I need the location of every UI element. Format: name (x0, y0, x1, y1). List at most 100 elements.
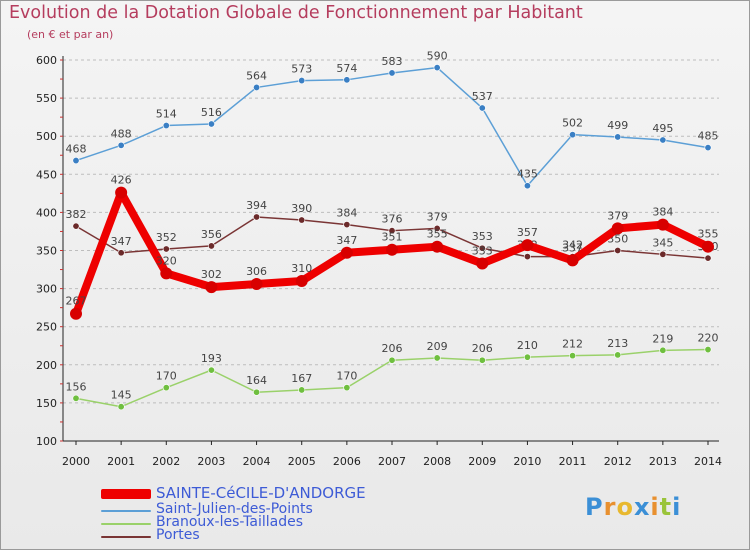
data-label: 390 (291, 202, 312, 215)
chart-title: Evolution de la Dotation Globale de Fonc… (9, 3, 583, 23)
data-point (207, 366, 215, 374)
data-point (433, 354, 441, 362)
x-tick-label: 2014 (694, 455, 722, 468)
y-tick-label: 400 (36, 206, 57, 219)
data-label: 206 (382, 342, 403, 355)
logo-letter: x (633, 493, 651, 521)
data-label: 212 (562, 338, 583, 351)
data-label: 170 (156, 370, 177, 383)
data-point (569, 131, 577, 139)
data-point (656, 218, 669, 231)
y-tick-label: 300 (36, 283, 57, 296)
data-point (614, 247, 622, 255)
legend-swatch (101, 536, 151, 538)
logo-letter: t (659, 493, 673, 521)
data-label: 426 (111, 174, 132, 187)
data-label: 145 (111, 389, 132, 402)
data-point (523, 353, 531, 361)
data-label: 333 (472, 244, 493, 257)
data-label: 502 (562, 117, 583, 130)
data-point (704, 254, 712, 262)
logo-letter: i (650, 493, 660, 521)
x-tick-label: 2008 (423, 455, 451, 468)
data-label: 488 (111, 127, 132, 140)
data-point (476, 257, 489, 270)
data-point (298, 216, 306, 224)
data-point (162, 122, 170, 130)
data-label: 320 (156, 254, 177, 267)
x-tick-label: 2009 (468, 455, 496, 468)
data-point (431, 240, 444, 253)
data-point (207, 120, 215, 128)
legend-swatch (101, 523, 151, 525)
data-label: 353 (472, 230, 493, 243)
data-label: 219 (652, 332, 673, 345)
data-label: 514 (156, 108, 177, 121)
y-tick-label: 100 (36, 435, 57, 448)
x-tick-label: 2010 (513, 455, 541, 468)
data-label: 206 (472, 342, 493, 355)
x-tick-label: 2007 (378, 455, 406, 468)
data-point (569, 352, 577, 360)
data-label: 193 (201, 352, 222, 365)
data-label: 516 (201, 106, 222, 119)
data-point (611, 222, 624, 235)
y-tick-label: 350 (36, 245, 57, 258)
data-label: 537 (472, 90, 493, 103)
data-point (207, 242, 215, 250)
data-point (566, 254, 579, 267)
legend-label: Branoux-les-Taillades (156, 514, 304, 530)
data-point (523, 253, 531, 261)
data-point (523, 182, 531, 190)
y-tick-label: 150 (36, 397, 57, 410)
data-label: 499 (607, 119, 628, 132)
data-label: 337 (562, 241, 583, 254)
y-tick-label: 500 (36, 130, 57, 143)
data-point (205, 281, 218, 294)
data-label: 376 (382, 213, 403, 226)
x-tick-label: 2012 (604, 455, 632, 468)
data-point (343, 384, 351, 392)
data-point (704, 346, 712, 354)
data-label: 345 (652, 236, 673, 249)
data-label: 170 (336, 370, 357, 383)
data-label: 394 (246, 199, 267, 212)
data-point (250, 278, 263, 291)
data-label: 485 (698, 130, 719, 143)
data-label: 306 (246, 265, 267, 278)
data-label: 310 (291, 262, 312, 275)
data-point (702, 240, 714, 253)
x-tick-label: 2002 (152, 455, 180, 468)
legend-swatch (101, 489, 151, 499)
data-point (117, 141, 125, 149)
data-point (614, 351, 622, 359)
proxiti-logo: Proxiti (585, 493, 681, 521)
data-label: 267 (66, 295, 87, 308)
x-tick-label: 2005 (288, 455, 316, 468)
data-label: 347 (336, 234, 357, 247)
data-point (433, 64, 441, 72)
legend-label: Saint-Julien-des-Points (156, 501, 313, 517)
data-point (388, 227, 396, 235)
data-point (659, 136, 667, 144)
data-point (117, 403, 125, 411)
y-tick-label: 600 (36, 54, 57, 67)
data-point (117, 249, 125, 257)
data-label: 167 (291, 372, 312, 385)
legend-swatch (101, 510, 151, 512)
data-label: 355 (698, 228, 719, 241)
logo-letter: o (616, 493, 634, 521)
data-label: 357 (517, 226, 538, 239)
data-point (478, 104, 486, 112)
chart-subtitle: (en € et par an) (27, 28, 114, 41)
data-point (388, 69, 396, 77)
x-tick-label: 2001 (107, 455, 135, 468)
data-point (388, 356, 396, 364)
x-tick-label: 2006 (333, 455, 361, 468)
logo-letter: P (585, 493, 604, 521)
data-label: 302 (201, 268, 222, 281)
data-label: 347 (111, 235, 132, 248)
data-point (521, 239, 534, 252)
data-label: 468 (66, 143, 87, 156)
